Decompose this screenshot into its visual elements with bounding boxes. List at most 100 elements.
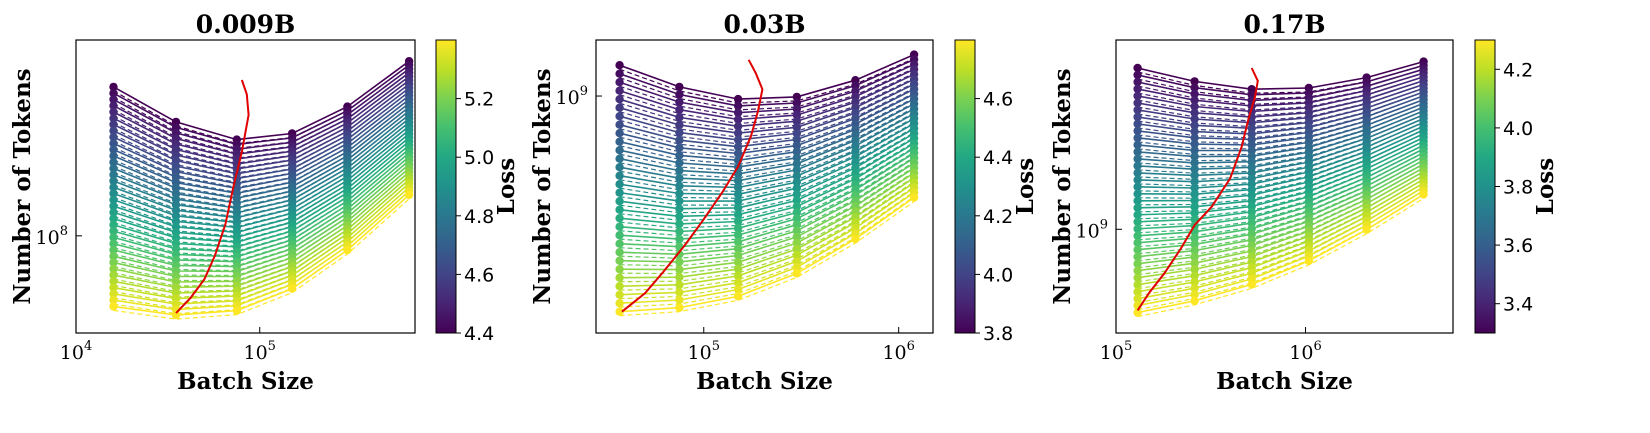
data-point <box>109 208 118 217</box>
data-point <box>1190 183 1199 193</box>
colorbar-tick-label: 4.2 <box>983 206 1013 228</box>
data-point <box>1133 259 1142 268</box>
data-point <box>343 245 352 255</box>
x-tick-label-exp: 6 <box>1313 339 1321 354</box>
data-point <box>733 108 743 117</box>
data-curve <box>619 131 915 206</box>
data-point <box>615 180 624 189</box>
fit-curve <box>113 72 410 156</box>
fit-curve <box>113 68 410 151</box>
data-curve <box>619 117 915 186</box>
data-curve <box>619 201 915 317</box>
x-tick-label: 105 <box>243 339 275 364</box>
data-curve <box>619 107 915 172</box>
data-point <box>109 176 118 186</box>
data-point <box>733 292 743 301</box>
data-point <box>792 141 801 150</box>
fit-curve <box>113 144 410 248</box>
data-point <box>1190 240 1199 249</box>
data-point <box>733 278 743 287</box>
data-point <box>1190 196 1199 205</box>
colorbar-tick-label: 4.6 <box>464 264 494 286</box>
fit-curve <box>619 132 915 210</box>
data-point <box>109 264 118 273</box>
data-point <box>792 257 801 266</box>
data-point <box>733 190 743 199</box>
data-point <box>792 98 801 108</box>
fit-curve <box>619 142 915 225</box>
data-curve <box>619 161 915 252</box>
data-curve <box>113 106 410 198</box>
data-point <box>109 139 118 148</box>
fit-curve <box>113 148 410 253</box>
data-point <box>615 163 624 172</box>
data-point <box>1247 280 1256 289</box>
data-point <box>109 277 118 286</box>
data-point <box>1190 146 1199 155</box>
fit-curve <box>1137 136 1424 209</box>
data-curve <box>113 91 410 179</box>
data-curve <box>619 196 915 308</box>
data-point <box>792 238 801 248</box>
fit-curve <box>619 112 915 182</box>
data-point <box>109 239 118 248</box>
data-curve <box>1137 156 1424 241</box>
y-tick-label-base: 10 <box>1076 220 1100 242</box>
data-curve <box>113 95 410 184</box>
data-curve <box>113 64 410 145</box>
data-point <box>615 137 624 146</box>
data-point <box>615 214 624 223</box>
data-point <box>675 189 684 198</box>
fit-curve <box>113 75 410 160</box>
fit-curve <box>1137 186 1425 300</box>
data-curve <box>619 186 915 291</box>
fit-curve <box>619 177 915 279</box>
data-curve <box>619 67 915 118</box>
fit-curve <box>1137 60 1424 91</box>
data-point <box>1133 252 1142 261</box>
data-point <box>792 153 801 162</box>
colorbar-tick-label: 4.0 <box>1503 118 1533 140</box>
fit-curve <box>113 114 410 209</box>
fit-curve <box>1137 110 1424 164</box>
data-point <box>792 184 801 193</box>
data-point <box>1190 152 1199 161</box>
y-tick-label-base: 10 <box>556 87 580 109</box>
data-curve <box>619 72 915 125</box>
data-point <box>615 120 624 129</box>
data-point <box>733 142 743 151</box>
data-point <box>615 78 624 87</box>
data-point <box>733 237 743 247</box>
colorbar-tick-label: 3.8 <box>983 323 1013 345</box>
data-point <box>1133 238 1142 247</box>
data-point <box>109 120 118 129</box>
fit-curve <box>1137 174 1424 279</box>
fit-curve <box>1137 144 1424 223</box>
data-point <box>675 166 684 175</box>
data-curve <box>619 166 915 259</box>
data-point <box>792 110 801 120</box>
data-point <box>1133 98 1142 108</box>
data-point <box>615 222 624 231</box>
colorbar-tick-label: 4.4 <box>983 147 1013 169</box>
x-tick-label-exp: 5 <box>712 339 720 354</box>
data-point <box>109 195 118 204</box>
optimal-frontier-line <box>1136 67 1259 311</box>
y-tick-label-exp: 9 <box>1100 217 1108 232</box>
data-point <box>1190 233 1199 243</box>
y-tick-label-exp: 8 <box>60 224 68 239</box>
data-point <box>1133 119 1142 129</box>
fit-curve <box>619 182 915 287</box>
data-curve <box>619 181 915 283</box>
data-curve <box>1137 194 1424 311</box>
data-point <box>109 289 118 298</box>
y-axis-label: Number of Tokens <box>529 68 556 304</box>
fit-curve <box>113 125 410 224</box>
fit-curve <box>619 78 915 134</box>
data-curve <box>619 77 915 131</box>
data-point <box>615 95 624 104</box>
data-point <box>675 136 684 145</box>
data-point <box>792 220 801 229</box>
data-point <box>792 171 801 181</box>
colorbar-tick-label: 3.8 <box>1503 177 1533 199</box>
